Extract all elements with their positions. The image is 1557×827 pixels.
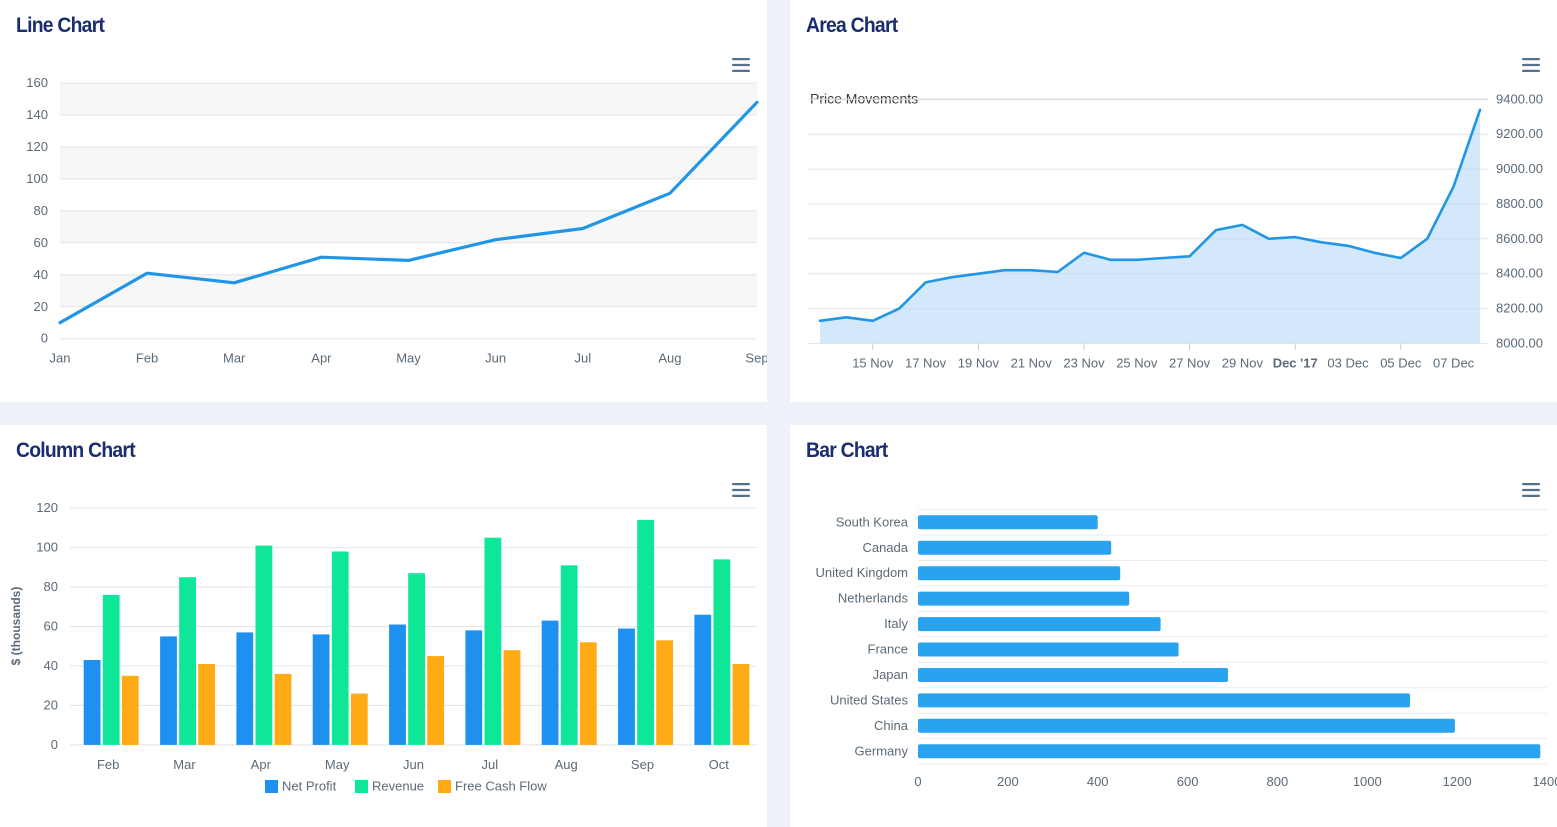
svg-text:21 Nov: 21 Nov	[1011, 356, 1053, 371]
svg-text:Net Profit: Net Profit	[282, 779, 337, 794]
svg-text:Mar: Mar	[223, 351, 246, 366]
svg-text:100: 100	[36, 540, 58, 555]
svg-text:Japan: Japan	[873, 667, 908, 682]
svg-text:Aug: Aug	[555, 757, 578, 772]
svg-text:15 Nov: 15 Nov	[852, 356, 894, 371]
svg-text:80: 80	[34, 203, 48, 218]
svg-text:8400.00: 8400.00	[1496, 266, 1543, 281]
svg-text:1000: 1000	[1353, 774, 1382, 789]
svg-text:Free Cash Flow: Free Cash Flow	[455, 779, 547, 794]
svg-text:29 Nov: 29 Nov	[1222, 356, 1264, 371]
svg-text:25 Nov: 25 Nov	[1116, 356, 1158, 371]
svg-text:05 Dec: 05 Dec	[1380, 356, 1422, 371]
svg-text:1400: 1400	[1533, 774, 1557, 789]
svg-text:60: 60	[34, 235, 48, 250]
svg-text:Apr: Apr	[251, 757, 272, 772]
svg-text:100: 100	[26, 171, 48, 186]
svg-text:20: 20	[34, 299, 48, 314]
svg-text:400: 400	[1087, 774, 1109, 789]
svg-text:1200: 1200	[1443, 774, 1472, 789]
svg-text:80: 80	[44, 579, 58, 594]
svg-text:Jun: Jun	[485, 351, 506, 366]
svg-text:8800.00: 8800.00	[1496, 196, 1543, 211]
svg-text:07 Dec: 07 Dec	[1433, 356, 1475, 371]
svg-text:140: 140	[26, 107, 48, 122]
svg-text:May: May	[325, 757, 350, 772]
svg-text:120: 120	[26, 139, 48, 154]
svg-text:United Kingdom: United Kingdom	[816, 565, 909, 580]
svg-text:Netherlands: Netherlands	[838, 591, 909, 606]
svg-text:Revenue: Revenue	[372, 779, 424, 794]
svg-text:Apr: Apr	[311, 351, 332, 366]
svg-text:Jul: Jul	[574, 351, 591, 366]
svg-text:27 Nov: 27 Nov	[1169, 356, 1211, 371]
svg-text:60: 60	[44, 619, 58, 634]
svg-text:Price Movements: Price Movements	[810, 90, 918, 106]
svg-text:0: 0	[41, 331, 48, 346]
svg-text:China: China	[874, 718, 909, 733]
svg-text:23 Nov: 23 Nov	[1063, 356, 1105, 371]
svg-text:8600.00: 8600.00	[1496, 231, 1543, 246]
svg-text:Mar: Mar	[173, 757, 196, 772]
svg-text:May: May	[396, 351, 421, 366]
svg-text:$ (thousands): $ (thousands)	[9, 587, 23, 666]
svg-text:8200.00: 8200.00	[1496, 301, 1543, 316]
svg-text:200: 200	[997, 774, 1019, 789]
svg-text:Jun: Jun	[403, 757, 424, 772]
svg-text:Jan: Jan	[50, 351, 71, 366]
svg-text:Sep: Sep	[745, 351, 767, 366]
svg-text:United States: United States	[830, 692, 909, 707]
svg-text:17 Nov: 17 Nov	[905, 356, 947, 371]
svg-text:20: 20	[44, 697, 58, 712]
svg-text:Sep: Sep	[631, 757, 654, 772]
svg-text:9400.00: 9400.00	[1496, 91, 1543, 106]
svg-text:0: 0	[914, 774, 921, 789]
svg-text:600: 600	[1177, 774, 1199, 789]
svg-text:Dec '17: Dec '17	[1273, 356, 1318, 371]
svg-text:Feb: Feb	[136, 351, 158, 366]
svg-text:South Korea: South Korea	[836, 514, 909, 529]
svg-text:Canada: Canada	[862, 540, 908, 555]
svg-text:0: 0	[51, 737, 58, 752]
svg-text:Feb: Feb	[97, 757, 119, 772]
svg-text:800: 800	[1267, 774, 1289, 789]
svg-text:France: France	[868, 642, 908, 657]
svg-text:9200.00: 9200.00	[1496, 126, 1543, 141]
svg-text:40: 40	[44, 658, 58, 673]
svg-text:03 Dec: 03 Dec	[1327, 356, 1369, 371]
svg-text:Aug: Aug	[658, 351, 681, 366]
svg-text:40: 40	[34, 267, 48, 282]
svg-text:Italy: Italy	[884, 616, 908, 631]
svg-text:Germany: Germany	[855, 743, 909, 758]
svg-text:120: 120	[36, 500, 58, 515]
svg-text:160: 160	[26, 75, 48, 90]
svg-text:19 Nov: 19 Nov	[958, 356, 1000, 371]
svg-text:Jul: Jul	[481, 757, 498, 772]
svg-text:8000.00: 8000.00	[1496, 336, 1543, 351]
svg-text:9000.00: 9000.00	[1496, 161, 1543, 176]
svg-text:Oct: Oct	[709, 757, 730, 772]
